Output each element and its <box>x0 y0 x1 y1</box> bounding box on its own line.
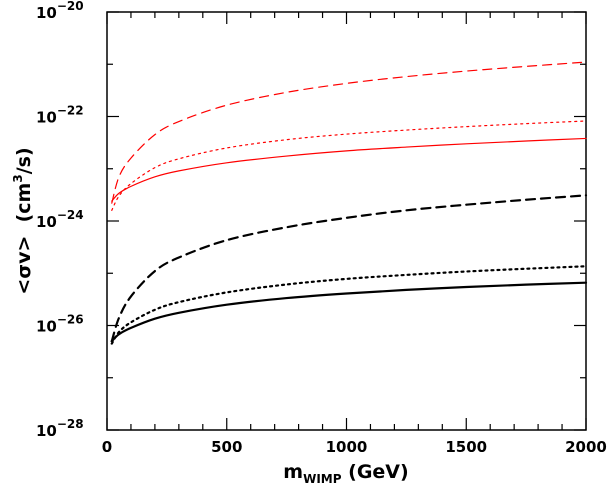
y-tick-label: 10−20 <box>36 0 84 22</box>
series-line <box>111 120 587 211</box>
y-tick-labels: 10−28 10−26 10−24 10−22 10−20 <box>36 0 84 440</box>
x-tick-labels: 0 500 1000 1500 2000 <box>102 438 607 456</box>
y-tick-label: 10−22 <box>36 104 84 127</box>
y-tick-label: 10−24 <box>36 208 84 231</box>
axis-ticks <box>106 11 587 431</box>
x-tick-label: 500 <box>211 438 242 456</box>
x-tick-label: 1500 <box>445 438 487 456</box>
series-line <box>110 265 588 345</box>
x-axis-title: mWIMP (GeV) <box>283 461 408 486</box>
x-tick-label: 0 <box>102 438 112 456</box>
series-group <box>110 61 588 345</box>
series-line <box>111 61 587 204</box>
series-line <box>111 137 587 202</box>
x-tick-label: 2000 <box>565 438 607 456</box>
y-axis-title: <σv> (cm3/s) <box>11 147 35 294</box>
series-line <box>110 194 588 343</box>
y-tick-label: 10−28 <box>36 417 84 440</box>
series-line <box>110 281 588 343</box>
x-tick-label: 1000 <box>326 438 368 456</box>
plot-frame <box>106 11 587 431</box>
y-tick-label: 10−26 <box>36 313 84 336</box>
